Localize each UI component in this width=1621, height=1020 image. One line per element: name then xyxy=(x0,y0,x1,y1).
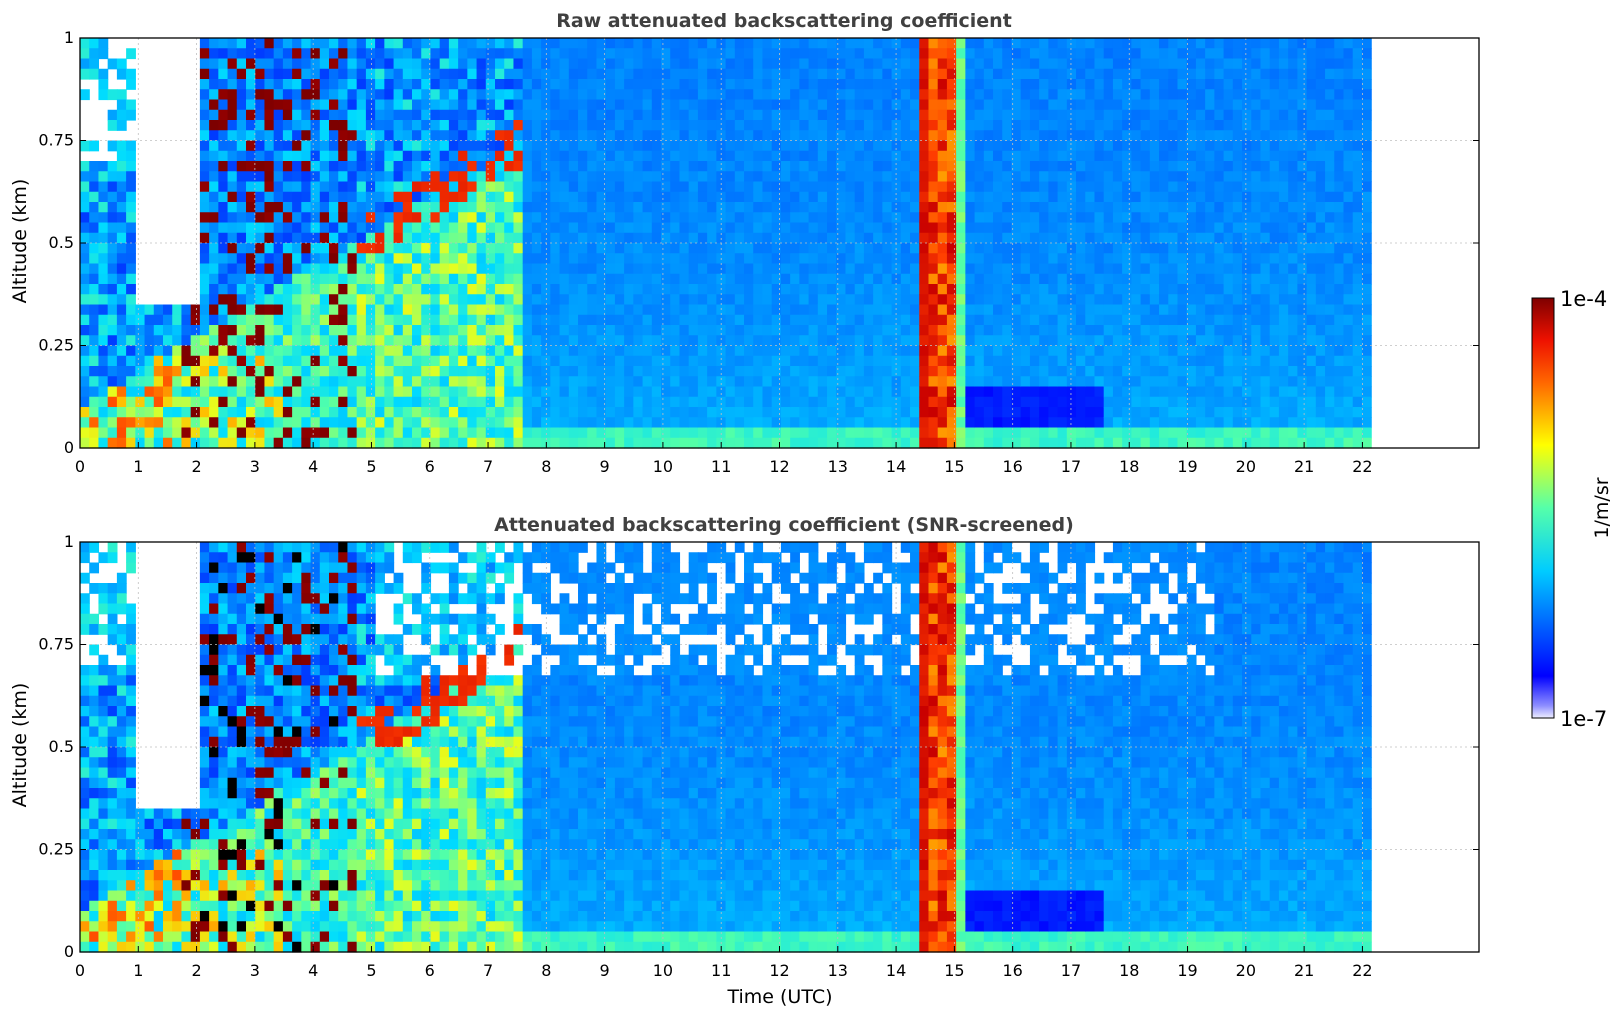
x-tick-label: 13 xyxy=(828,961,848,980)
x-tick-label: 15 xyxy=(944,961,964,980)
panel-raw-y-axis-label: Altitude (km) xyxy=(9,179,31,304)
x-tick-label: 15 xyxy=(944,457,964,476)
x-tick-label: 0 xyxy=(75,457,85,476)
panel-screened-y-ticks: 0 0.25 0.5 0.75 1 xyxy=(38,532,1479,961)
y-tick-label: 1 xyxy=(64,28,74,47)
x-tick-label: 21 xyxy=(1294,961,1314,980)
x-tick-label: 14 xyxy=(886,457,906,476)
colorbar-max-label: 1e-4 xyxy=(1560,287,1607,311)
y-tick-label: 0.75 xyxy=(38,131,74,150)
x-tick-label: 11 xyxy=(711,457,731,476)
x-tick-label: 18 xyxy=(1119,457,1139,476)
x-tick-label: 9 xyxy=(600,457,610,476)
y-tick-label: 0.5 xyxy=(49,737,74,756)
x-tick-label: 8 xyxy=(541,961,551,980)
panel-screened-title: Attenuated backscattering coefficient (S… xyxy=(494,514,1074,536)
y-tick-label: 0.25 xyxy=(38,840,74,859)
x-tick-label: 11 xyxy=(711,961,731,980)
panel-screened-x-ticks: 0 1 2 3 4 5 6 7 8 9 10 11 12 13 14 15 16 17 18 19 20 21 22 xyxy=(75,946,1373,980)
panel-raw-title: Raw attenuated backscattering coefficien… xyxy=(556,10,1012,32)
x-tick-label: 5 xyxy=(366,457,376,476)
x-tick-label: 14 xyxy=(886,961,906,980)
x-tick-label: 1 xyxy=(133,457,143,476)
x-tick-label: 7 xyxy=(483,457,493,476)
colorbar-min-label: 1e-7 xyxy=(1560,707,1607,731)
x-tick-label: 12 xyxy=(769,457,789,476)
x-tick-label: 22 xyxy=(1352,961,1372,980)
x-tick-label: 17 xyxy=(1061,457,1081,476)
colorbar-gradient xyxy=(1531,297,1555,719)
x-tick-label: 7 xyxy=(483,961,493,980)
x-tick-label: 2 xyxy=(191,961,201,980)
x-tick-label: 16 xyxy=(1002,961,1022,980)
y-tick-label: 0 xyxy=(64,438,74,457)
panel-screened-y-axis-label: Altitude (km) xyxy=(9,683,31,808)
y-tick-label: 0.25 xyxy=(38,336,74,355)
x-tick-label: 8 xyxy=(541,457,551,476)
y-tick-label: 0 xyxy=(64,942,74,961)
panel-screened-gridlines xyxy=(80,542,1479,952)
y-tick-label: 1 xyxy=(64,532,74,551)
panel-screened-heatmap xyxy=(80,542,1372,953)
panel-raw-y-ticks: 0 0.25 0.5 0.75 1 xyxy=(38,28,1479,457)
x-tick-label: 12 xyxy=(769,961,789,980)
x-tick-label: 18 xyxy=(1119,961,1139,980)
panel-screened-x-axis-label: Time (UTC) xyxy=(726,986,832,1008)
panel-raw-gridlines xyxy=(80,38,1479,448)
x-tick-label: 21 xyxy=(1294,457,1314,476)
colorbar: 1e-4 1e-7 1/m/sr xyxy=(1531,287,1613,731)
x-tick-label: 22 xyxy=(1352,457,1372,476)
x-tick-label: 20 xyxy=(1236,457,1256,476)
y-tick-label: 0.75 xyxy=(38,635,74,654)
panel-raw: Raw attenuated backscattering coefficien… xyxy=(9,10,1480,476)
x-tick-label: 10 xyxy=(653,961,673,980)
x-tick-label: 19 xyxy=(1177,961,1197,980)
y-tick-label: 0.5 xyxy=(49,233,74,252)
x-tick-label: 17 xyxy=(1061,961,1081,980)
x-tick-label: 0 xyxy=(75,961,85,980)
x-tick-label: 13 xyxy=(828,457,848,476)
x-tick-label: 20 xyxy=(1236,961,1256,980)
panel-screened: Attenuated backscattering coefficient (S… xyxy=(9,514,1480,1008)
panel-raw-x-ticks: 0 1 2 3 4 5 6 7 8 9 10 11 12 13 14 15 16 17 18 19 20 21 22 xyxy=(75,442,1373,476)
x-tick-label: 5 xyxy=(366,961,376,980)
x-tick-label: 19 xyxy=(1177,457,1197,476)
x-tick-label: 3 xyxy=(250,457,260,476)
x-tick-label: 6 xyxy=(425,961,435,980)
x-tick-label: 6 xyxy=(425,457,435,476)
x-tick-label: 4 xyxy=(308,961,318,980)
x-tick-label: 4 xyxy=(308,457,318,476)
x-tick-label: 16 xyxy=(1002,457,1022,476)
x-tick-label: 9 xyxy=(600,961,610,980)
x-tick-label: 1 xyxy=(133,961,143,980)
x-tick-label: 3 xyxy=(250,961,260,980)
colorbar-unit-label: 1/m/sr xyxy=(1591,477,1613,538)
panel-raw-heatmap xyxy=(80,38,1372,449)
x-tick-label: 10 xyxy=(653,457,673,476)
x-tick-label: 2 xyxy=(191,457,201,476)
